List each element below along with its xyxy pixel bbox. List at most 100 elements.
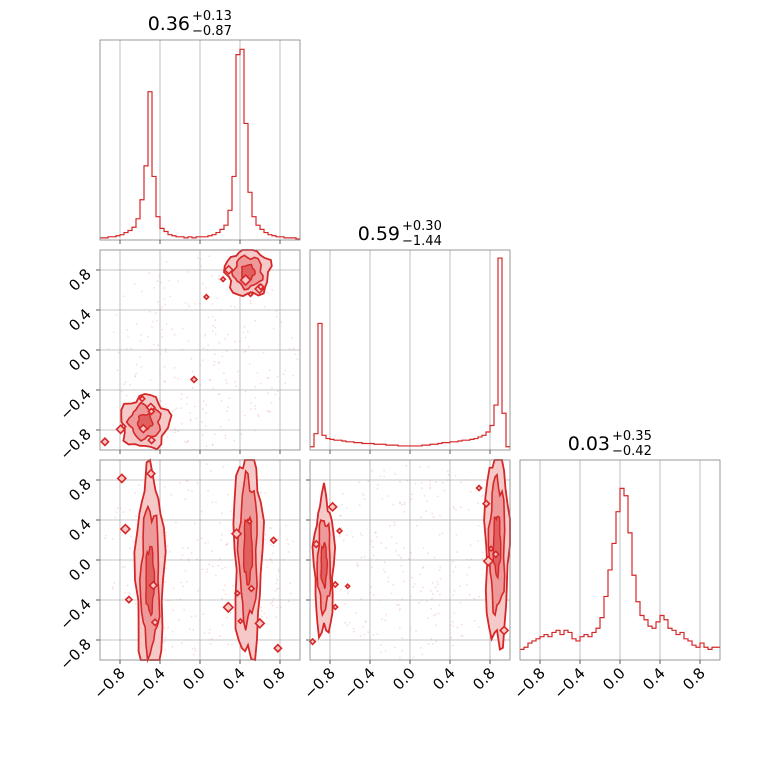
scatter-point (405, 464, 408, 467)
scatter-point (264, 533, 267, 536)
scatter-point (181, 554, 184, 557)
scatter-point (381, 497, 384, 500)
scatter-point (375, 536, 378, 539)
scatter-point (452, 625, 454, 627)
scatter-point (164, 350, 167, 353)
scatter-point (185, 480, 188, 483)
scatter-point (160, 306, 163, 308)
scatter-point (148, 310, 151, 313)
scatter-point (399, 501, 401, 504)
scatter-point (411, 576, 414, 579)
scatter-point (182, 585, 185, 588)
scatter-point (452, 505, 455, 508)
scatter-point (339, 514, 341, 517)
scatter-point (214, 333, 217, 336)
scatter-point (125, 394, 128, 397)
scatter-point (429, 589, 432, 592)
scatter-point (202, 400, 205, 403)
y-tick-label: 0.4 (65, 515, 95, 545)
param-1-vs-3-contour-level (242, 515, 254, 587)
scatter-point (372, 594, 375, 596)
scatter-point (211, 315, 214, 318)
scatter-point (194, 303, 197, 305)
scatter-point (360, 556, 363, 559)
x-tick-label: −0.4 (340, 664, 378, 702)
scatter-point (220, 538, 222, 541)
scatter-point (351, 535, 354, 538)
scatter-point (376, 487, 379, 490)
param-1-vs-2-contour-island (147, 435, 157, 445)
scatter-point (244, 390, 247, 393)
scatter-point (234, 385, 237, 388)
scatter-point (441, 532, 444, 535)
scatter-point (341, 503, 344, 506)
scatter-point (187, 271, 190, 273)
scatter-point (392, 583, 395, 586)
scatter-point (390, 592, 393, 595)
scatter-point (188, 305, 190, 308)
scatter-point (200, 519, 203, 522)
scatter-point (436, 590, 439, 593)
scatter-point (418, 601, 421, 604)
scatter-point (346, 624, 349, 627)
scatter-point (183, 608, 186, 611)
scatter-point (427, 552, 430, 555)
y-tick-label: 0.0 (65, 555, 95, 585)
scatter-point (222, 589, 225, 592)
scatter-point (199, 384, 202, 386)
scatter-point (221, 512, 223, 515)
x-tick-label: 0.8 (469, 664, 499, 694)
scatter-point (193, 522, 196, 525)
x-tick-label: −0.8 (90, 664, 128, 702)
scatter-point (205, 412, 207, 415)
scatter-point (426, 500, 429, 502)
scatter-point (172, 587, 175, 590)
scatter-point (242, 331, 245, 334)
scatter-point (180, 407, 183, 410)
scatter-point (259, 382, 262, 385)
param-1-vs-3-contour-island (269, 536, 278, 545)
scatter-point (269, 558, 272, 560)
x-tick-label: 0.8 (679, 664, 709, 694)
scatter-point (197, 589, 200, 592)
param-2-marginal-title-value: 0.59 (358, 223, 400, 245)
scatter-point (287, 600, 290, 603)
scatter-point (220, 309, 222, 311)
scatter-point (140, 333, 142, 336)
scatter-point (202, 347, 205, 350)
scatter-point (112, 538, 114, 540)
param-1-marginal-title-minus: −0.87 (192, 24, 232, 39)
scatter-point (247, 345, 250, 348)
scatter-point (339, 588, 342, 591)
param-1-vs-2-contour-island (219, 275, 227, 283)
y-tick-label: 0.0 (65, 345, 95, 375)
scatter-point (429, 483, 431, 486)
y-tick-label: −0.4 (56, 595, 94, 633)
scatter-point (348, 621, 351, 624)
param-1-vs-2-contour-island (138, 395, 146, 403)
param-2-vs-3-contour-island (327, 501, 338, 513)
scatter-point (129, 547, 131, 550)
scatter-point (450, 636, 453, 639)
scatter-point (125, 347, 128, 350)
scatter-point (272, 545, 275, 547)
scatter-point (119, 531, 122, 534)
param-1-vs-3-contour-island (233, 589, 241, 597)
scatter-point (189, 412, 192, 414)
param-1-vs-3-contour-island (222, 601, 235, 614)
scatter-point (477, 626, 480, 629)
scatter-point (262, 351, 265, 354)
scatter-point (393, 521, 396, 524)
scatter-point (225, 543, 228, 546)
scatter-point (179, 581, 182, 584)
scatter-point (266, 377, 269, 379)
scatter-point (289, 592, 292, 595)
scatter-point (257, 415, 260, 418)
scatter-point (466, 558, 469, 561)
scatter-point (190, 615, 193, 618)
scatter-point (227, 493, 230, 496)
param-1-vs-3-contour-island (148, 580, 159, 591)
scatter-point (113, 582, 116, 584)
scatter-point (225, 382, 228, 385)
scatter-point (390, 536, 393, 538)
